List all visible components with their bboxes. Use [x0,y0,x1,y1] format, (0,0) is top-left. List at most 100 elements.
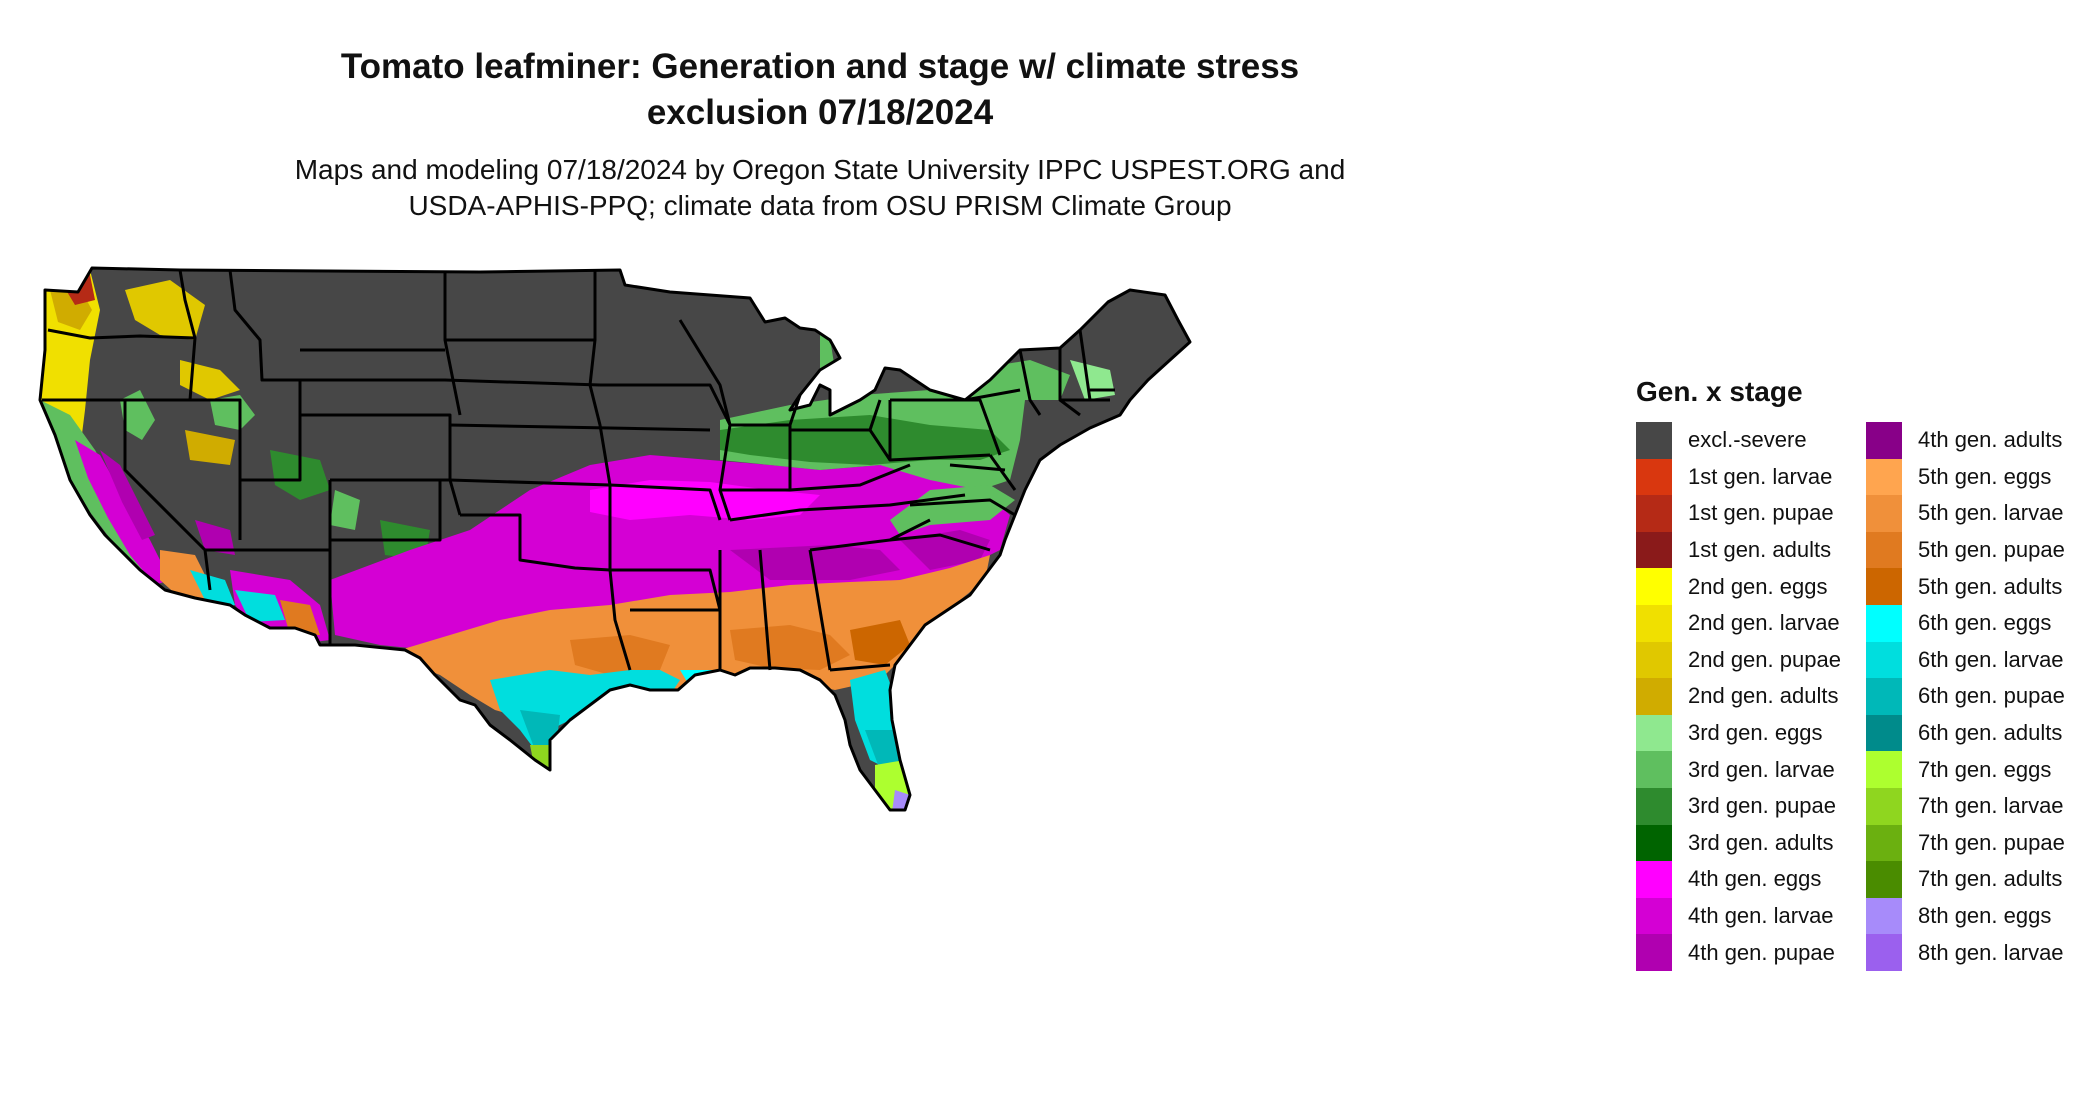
legend-label: 5th gen. larvae [1918,500,2064,526]
legend-label: 1st gen. larvae [1688,463,1833,489]
legend-swatch [1866,495,1902,532]
legend-swatch [1866,861,1902,898]
legend-item: 2nd gen. larvae [1636,604,1866,642]
legend-swatch [1866,897,1902,935]
legend-swatch [1636,934,1672,971]
legend-label: 4th gen. eggs [1688,866,1822,892]
legend: Gen. x stage excl.-severe 1st gen. larvae… [1636,376,2096,971]
map-subtitle-line-1: Maps and modeling 07/18/2024 by Oregon S… [294,154,1346,185]
legend-swatch [1866,714,1902,752]
legend-swatch [1866,422,1902,459]
legend-label: 3rd gen. adults [1688,829,1834,855]
legend-swatch [1866,787,1902,825]
legend-item: 7th gen. larvae [1866,787,2096,825]
legend-label: 5th gen. adults [1918,573,2063,599]
legend-swatch [1866,458,1902,496]
legend-label: 7th gen. adults [1918,866,2063,892]
map-subtitle: Maps and modeling 07/18/2024 by Oregon S… [230,152,1410,224]
legend-swatch [1636,897,1672,935]
legend-title: Gen. x stage [1636,376,1803,407]
legend-item: 3rd gen. eggs [1636,714,1866,752]
legend-label: 3rd gen. pupae [1688,793,1837,819]
legend-column-1: excl.-severe 1st gen. larvae 1st gen. pupa… [1636,422,1866,971]
legend-item: 5th gen. eggs [1866,458,2096,496]
legend-swatch [1636,714,1672,752]
legend-columns: excl.-severe 1st gen. larvae 1st gen. pupa… [1636,422,2096,971]
legend-item: 3rd gen. pupae [1636,787,1866,825]
legend-swatch [1636,824,1672,862]
legend-item: 4th gen. pupae [1636,934,1866,971]
legend-swatch [1636,787,1672,825]
legend-label: 2nd gen. pupae [1688,646,1841,672]
legend-swatch [1866,641,1902,679]
legend-item: 5th gen. adults [1866,568,2096,605]
legend-swatch [1636,531,1672,569]
legend-swatch [1866,604,1902,642]
legend-item: 6th gen. eggs [1866,604,2096,642]
legend-item: 1st gen. larvae [1636,458,1866,496]
legend-label: 4th gen. pupae [1688,939,1835,965]
legend-swatch [1636,861,1672,898]
legend-swatch [1866,678,1902,715]
legend-item: 4th gen. eggs [1636,861,1866,898]
map-subtitle-line-2: USDA-APHIS-PPQ; climate data from OSU PR… [408,190,1232,221]
legend-label: 5th gen. pupae [1918,537,2065,563]
legend-item: 8th gen. larvae [1866,934,2096,971]
legend-label: excl.-severe [1688,427,1807,453]
legend-item: 2nd gen. pupae [1636,641,1866,679]
legend-column-2: 4th gen. adults 5th gen. eggs 5th gen. lar… [1866,422,2096,971]
legend-item: 7th gen. adults [1866,861,2096,898]
legend-item: 3rd gen. larvae [1636,751,1866,788]
legend-item: 3rd gen. adults [1636,824,1866,862]
legend-label: 2nd gen. larvae [1688,610,1840,636]
legend-item: 5th gen. larvae [1866,495,2096,532]
state-boundaries [38,266,1192,812]
legend-label: 7th gen. eggs [1918,756,2052,782]
legend-item: 7th gen. eggs [1866,751,2096,788]
legend-swatch [1636,604,1672,642]
legend-label: 6th gen. larvae [1918,646,2064,672]
map-title-line-1: Tomato leafminer: Generation and stage w… [340,47,1300,86]
legend-swatch [1866,824,1902,862]
legend-swatch [1636,751,1672,788]
legend-label: 7th gen. pupae [1918,829,2065,855]
legend-label: 1st gen. adults [1688,537,1832,563]
legend-item: 7th gen. pupae [1866,824,2096,862]
legend-swatch [1636,678,1672,715]
legend-item: 8th gen. eggs [1866,897,2096,935]
legend-label: 1st gen. pupae [1688,500,1834,526]
legend-label: 8th gen. larvae [1918,939,2064,965]
legend-label: 3rd gen. eggs [1688,720,1823,746]
legend-swatch [1636,641,1672,679]
legend-label: 5th gen. eggs [1918,463,2052,489]
legend-label: 7th gen. larvae [1918,793,2064,819]
legend-swatch [1636,422,1672,459]
legend-label: 6th gen. eggs [1918,610,2052,636]
legend-label: 6th gen. adults [1918,720,2063,746]
legend-item: 2nd gen. eggs [1636,568,1866,605]
legend-item: 1st gen. adults [1636,531,1866,569]
legend-swatch [1866,751,1902,788]
legend-label: 6th gen. pupae [1918,683,2065,709]
us-generation-map [38,266,1192,812]
legend-item: 4th gen. larvae [1636,897,1866,935]
legend-swatch [1866,934,1902,971]
climate-stage-regions [40,268,1190,810]
legend-swatch [1866,531,1902,569]
legend-item: 5th gen. pupae [1866,531,2096,569]
legend-item: excl.-severe [1636,422,1866,459]
legend-swatch [1636,495,1672,532]
legend-item: 6th gen. larvae [1866,641,2096,679]
legend-swatch [1636,458,1672,496]
legend-label: 3rd gen. larvae [1688,756,1835,782]
legend-item: 1st gen. pupae [1636,495,1866,532]
map-title: Tomato leafminer: Generation and stage w… [230,44,1410,136]
legend-item: 6th gen. pupae [1866,678,2096,715]
legend-label: 4th gen. larvae [1688,903,1834,929]
legend-label: 8th gen. eggs [1918,903,2052,929]
legend-item: 2nd gen. adults [1636,678,1866,715]
legend-label: 2nd gen. adults [1688,683,1839,709]
legend-label: 4th gen. adults [1918,427,2063,453]
legend-item: 4th gen. adults [1866,422,2096,459]
legend-item: 6th gen. adults [1866,714,2096,752]
